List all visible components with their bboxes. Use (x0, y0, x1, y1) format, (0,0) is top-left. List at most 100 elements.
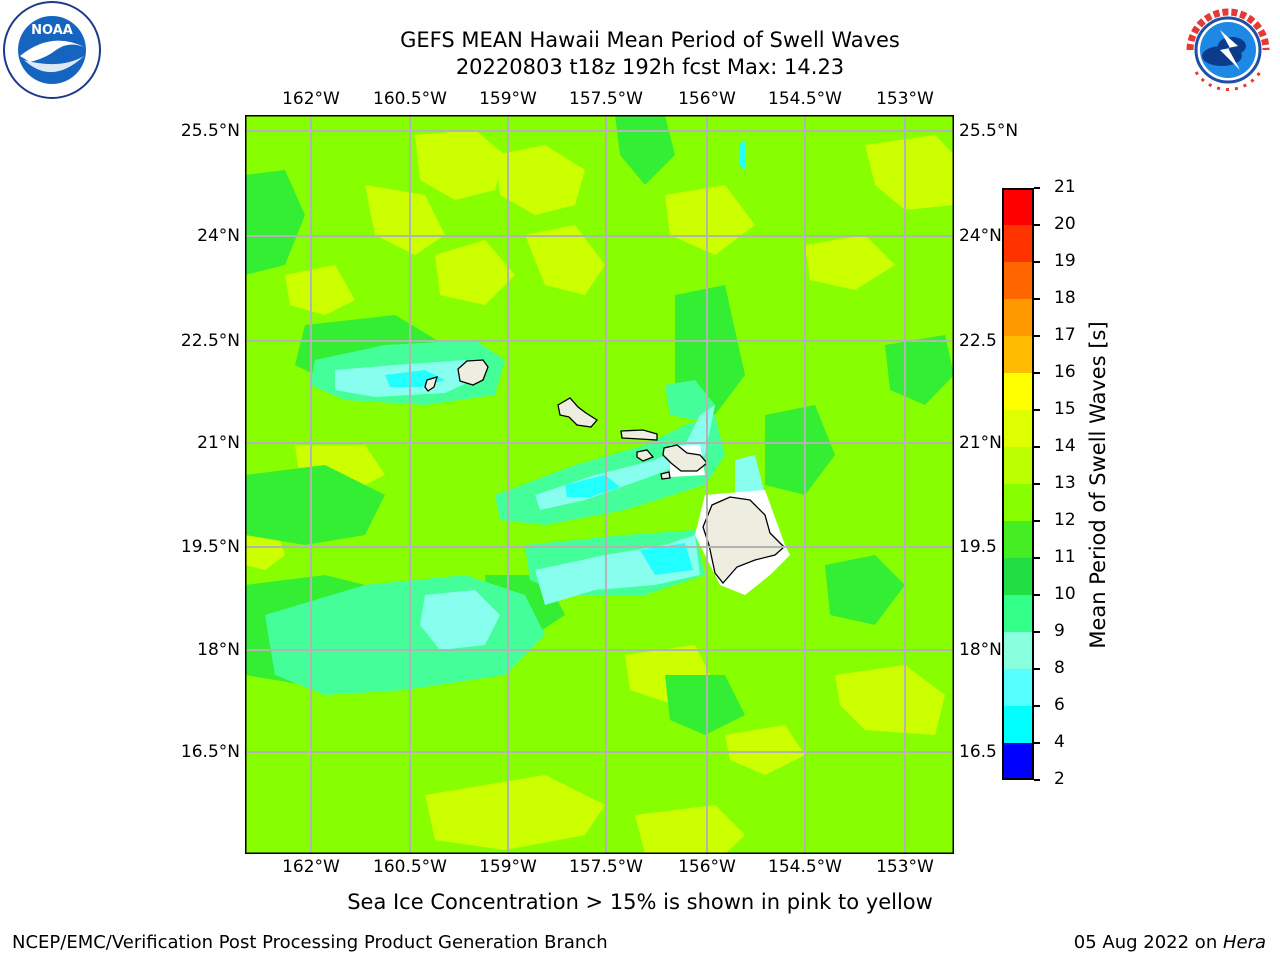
lon-bottom-label: 157.5°W (569, 857, 643, 877)
island-hawaii (702, 496, 785, 585)
map-frame (245, 115, 954, 854)
footer-right: 05 Aug 2022 on Hera (1074, 932, 1266, 953)
colorbar-tick-mark (1034, 261, 1040, 263)
colorbar-tick-label: 2 (1054, 769, 1065, 789)
chart-title: GEFS MEAN Hawaii Mean Period of Swell Wa… (400, 28, 900, 52)
colorbar-tick-mark (1034, 409, 1040, 411)
colorbar-tick-label: 12 (1054, 510, 1076, 530)
colorbar-tick-label: 19 (1054, 251, 1076, 271)
colorbar-tick-mark (1034, 520, 1040, 522)
colorbar-tick-mark (1034, 705, 1040, 707)
lat-right-label: 25.5°N (959, 121, 1019, 141)
lat-right-label: 24°N (959, 226, 1002, 246)
island-kauai (457, 359, 489, 386)
lat-right-label: 19.5 (959, 537, 997, 557)
noaa-logo-text: NOAA (31, 23, 73, 38)
colorbar-segment (1002, 262, 1034, 300)
colorbar-tick-mark (1034, 668, 1040, 670)
lon-bottom-label: 160.5°W (373, 857, 447, 877)
colorbar-tick-mark (1034, 372, 1040, 374)
colorbar-tick-label: 8 (1054, 658, 1065, 678)
colorbar-segment (1002, 743, 1034, 780)
colorbar-tick-label: 17 (1054, 325, 1076, 345)
lat-left-label: 18°N (197, 640, 240, 660)
noaa-logo: NOAA (3, 1, 101, 99)
footer-left: NCEP/EMC/Verification Post Processing Pr… (12, 932, 608, 953)
lon-top-label: 160.5°W (373, 89, 447, 109)
lat-right-label: 18°N (959, 640, 1002, 660)
lon-top-label: 157.5°W (569, 89, 643, 109)
colorbar-frame (1002, 188, 1034, 780)
colorbar-tick-mark (1034, 446, 1040, 448)
colorbar-segment (1002, 484, 1034, 522)
colorbar-tick-label: 21 (1054, 177, 1076, 197)
lon-bottom-label: 159°W (479, 857, 537, 877)
colorbar-segment (1002, 188, 1034, 226)
colorbar-tick-label: 11 (1054, 547, 1076, 567)
colorbar-segment (1002, 595, 1034, 633)
lon-bottom-label: 154.5°W (768, 857, 842, 877)
island-kahoolawe (660, 471, 671, 480)
colorbar-segment (1002, 669, 1034, 707)
colorbar-segment (1002, 632, 1034, 670)
colorbar-tick-label: 20 (1054, 214, 1076, 234)
lat-right-label: 21°N (959, 433, 1002, 453)
lat-left-label: 24°N (197, 226, 240, 246)
lat-left-label: 16.5°N (180, 742, 240, 762)
islands (424, 359, 785, 585)
colorbar-tick-mark (1034, 224, 1040, 226)
lon-top-label: 162°W (282, 89, 340, 109)
chart-subtitle: 20220803 t18z 192h fcst Max: 14.23 (455, 55, 845, 79)
island-lanai (636, 449, 655, 462)
colorbar-segment (1002, 558, 1034, 596)
colorbar-tick-label: 18 (1054, 288, 1076, 308)
lat-left-label: 25.5°N (180, 121, 240, 141)
island-maui (662, 444, 708, 472)
graticule (245, 115, 954, 854)
footer-date: 05 Aug 2022 on (1073, 932, 1223, 953)
colorbar-segment (1002, 447, 1034, 485)
colorbar-segment (1002, 373, 1034, 411)
colorbar-tick-label: 6 (1054, 695, 1065, 715)
lat-right-label: 16.5 (959, 742, 997, 762)
colorbar-tick-mark (1034, 335, 1040, 337)
colorbar-tick-mark (1034, 187, 1040, 189)
colorbar-tick-mark (1034, 557, 1040, 559)
map-caption: Sea Ice Concentration > 15% is shown in … (347, 890, 933, 914)
colorbar-tick-label: 14 (1054, 436, 1076, 456)
island-niihau (424, 376, 438, 392)
lon-top-label: 159°W (479, 89, 537, 109)
colorbar-tick-mark (1034, 742, 1040, 744)
lat-left-label: 19.5°N (180, 537, 240, 557)
footer-host: Hera (1222, 932, 1266, 953)
island-oahu (557, 397, 598, 428)
lon-top-label: 154.5°W (768, 89, 842, 109)
colorbar-tick-label: 10 (1054, 584, 1076, 604)
colorbar-tick-label: 15 (1054, 399, 1076, 419)
lon-bottom-label: 153°W (876, 857, 934, 877)
colorbar-tick-label: 13 (1054, 473, 1076, 493)
colorbar-tick-mark (1034, 298, 1040, 300)
swell-period-map (245, 115, 954, 854)
colorbar-tick-mark (1034, 779, 1040, 781)
colorbar-segment (1002, 706, 1034, 744)
island-molokai (620, 429, 658, 441)
colorbar-tick-label: 16 (1054, 362, 1076, 382)
nws-logo (1181, 3, 1275, 97)
colorbar (1002, 188, 1034, 780)
lat-left-label: 21°N (197, 433, 240, 453)
colorbar-tick-mark (1034, 594, 1040, 596)
colorbar-label: Mean Period of Swell Waves [s] (1086, 321, 1110, 649)
lat-right-label: 22.5 (959, 331, 997, 351)
colorbar-tick-mark (1034, 483, 1040, 485)
yellow-green-regions (245, 130, 954, 854)
lon-top-label: 153°W (876, 89, 934, 109)
colorbar-segment (1002, 225, 1034, 263)
lon-bottom-label: 162°W (282, 857, 340, 877)
colorbar-segment (1002, 521, 1034, 559)
colorbar-tick-label: 4 (1054, 732, 1065, 752)
colorbar-segment (1002, 299, 1034, 337)
colorbar-tick-label: 9 (1054, 621, 1065, 641)
colorbar-tick-mark (1034, 631, 1040, 633)
lon-bottom-label: 156°W (678, 857, 736, 877)
